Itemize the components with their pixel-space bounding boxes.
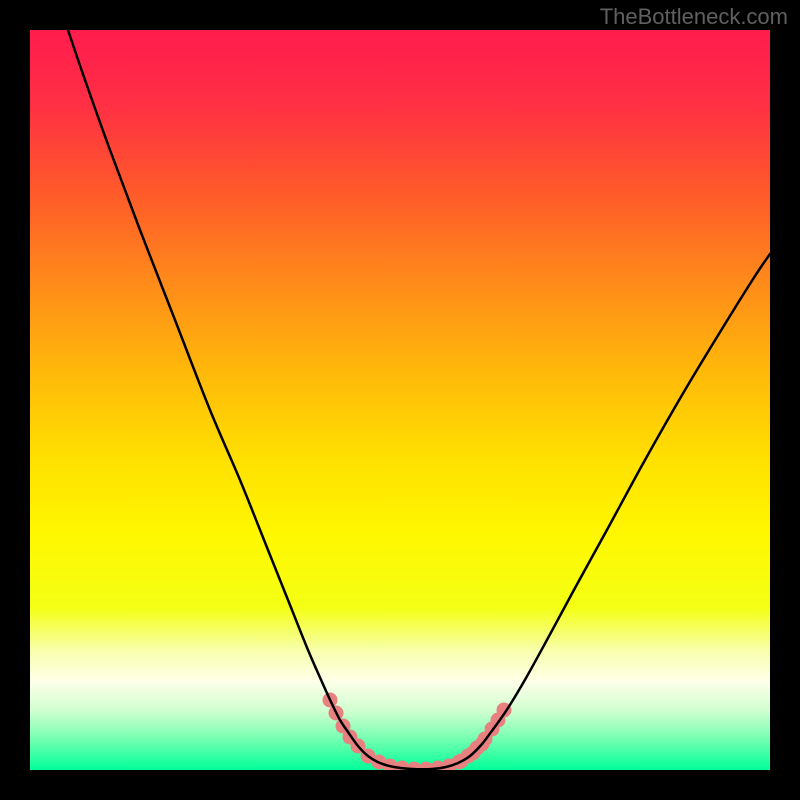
curve-layer: [30, 30, 770, 770]
watermark-text: TheBottleneck.com: [600, 4, 788, 30]
bottleneck-chart: [30, 30, 770, 770]
highlight-band: [323, 693, 512, 771]
bottleneck-curve: [68, 30, 770, 769]
